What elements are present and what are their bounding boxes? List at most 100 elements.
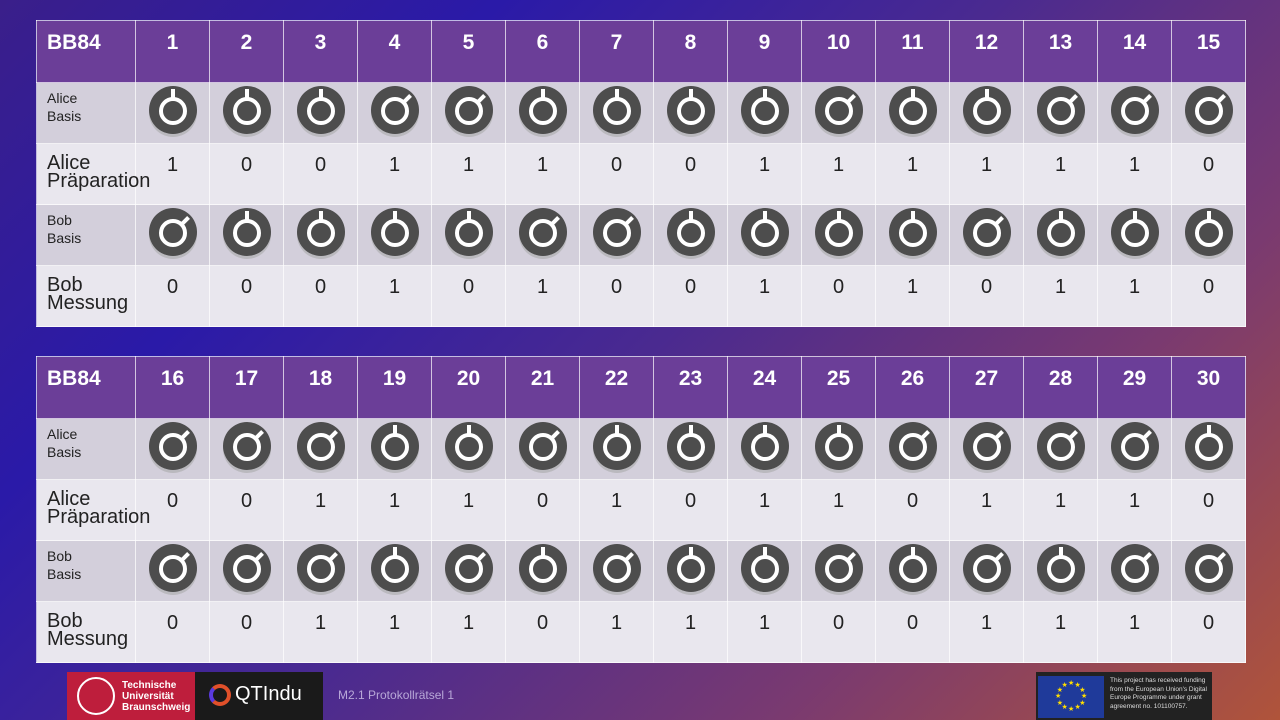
basis-diagonal-icon xyxy=(221,421,273,478)
bit-cell: 0 xyxy=(209,601,284,663)
basis-diagonal-icon xyxy=(517,421,569,478)
bit-cell: 0 xyxy=(949,265,1024,327)
basis-cell xyxy=(357,418,432,480)
column-header: 4 xyxy=(357,20,432,83)
basis-diagonal-icon xyxy=(591,207,643,264)
basis-cell xyxy=(209,418,284,480)
column-header: 26 xyxy=(875,356,950,419)
basis-cell xyxy=(949,204,1024,266)
basis-diagonal-icon xyxy=(961,543,1013,600)
basis-cell xyxy=(727,82,802,144)
basis-vertical-icon xyxy=(887,543,939,600)
eu-star-icon: ★ xyxy=(1081,693,1088,700)
bit-cell: 1 xyxy=(1023,479,1098,541)
basis-diagonal-icon xyxy=(1109,543,1161,600)
basis-cell xyxy=(1171,82,1246,144)
bit-cell: 0 xyxy=(579,143,654,205)
basis-cell xyxy=(727,204,802,266)
basis-cell xyxy=(579,204,654,266)
bb84-table-2: BB84 16 17 18 19 20 21 22 23 24 25 26 27 28 29 30 Alice … xyxy=(36,356,1246,663)
basis-cell xyxy=(135,82,210,144)
bit-cell: 0 xyxy=(653,143,728,205)
column-header: 27 xyxy=(949,356,1024,419)
column-header: 15 xyxy=(1171,20,1246,83)
module-title: M2.1 Protokollrätsel 1 xyxy=(338,688,455,702)
column-header: 22 xyxy=(579,356,654,419)
basis-diagonal-icon xyxy=(591,543,643,600)
column-header: 16 xyxy=(135,356,210,419)
column-header: 21 xyxy=(505,356,580,419)
basis-cell xyxy=(727,418,802,480)
basis-vertical-icon xyxy=(517,543,569,600)
basis-cell xyxy=(431,204,506,266)
basis-diagonal-icon xyxy=(147,543,199,600)
bit-cell: 0 xyxy=(135,265,210,327)
bit-cell: 1 xyxy=(431,143,506,205)
basis-cell xyxy=(283,204,358,266)
eu-star-icon: ★ xyxy=(1079,686,1086,694)
column-header: 29 xyxy=(1097,356,1172,419)
basis-vertical-icon xyxy=(887,85,939,142)
basis-cell xyxy=(579,540,654,602)
eu-star-icon: ★ xyxy=(1074,681,1081,689)
bit-cell: 0 xyxy=(801,601,876,663)
basis-diagonal-icon xyxy=(517,207,569,264)
column-header: 20 xyxy=(431,356,506,419)
bit-cell: 0 xyxy=(209,265,284,327)
bit-cell: 1 xyxy=(1097,143,1172,205)
basis-diagonal-icon xyxy=(147,207,199,264)
basis-cell xyxy=(1023,540,1098,602)
basis-cell xyxy=(505,540,580,602)
basis-vertical-icon xyxy=(591,85,643,142)
header-row: BB84 1 2 3 4 5 6 7 8 9 10 11 12 13 14 15 xyxy=(36,20,1246,83)
basis-cell xyxy=(209,204,284,266)
basis-cell xyxy=(135,204,210,266)
bit-cell: 1 xyxy=(875,143,950,205)
basis-cell xyxy=(801,82,876,144)
column-header: 9 xyxy=(727,20,802,83)
basis-diagonal-icon xyxy=(443,543,495,600)
basis-vertical-icon xyxy=(1035,207,1087,264)
basis-cell xyxy=(1023,204,1098,266)
basis-cell xyxy=(283,540,358,602)
basis-cell xyxy=(431,540,506,602)
basis-vertical-icon xyxy=(813,421,865,478)
bit-cell: 1 xyxy=(1023,265,1098,327)
row-label: Bob Messung xyxy=(36,601,136,663)
basis-diagonal-icon xyxy=(1109,85,1161,142)
bit-cell: 0 xyxy=(505,479,580,541)
column-header: 14 xyxy=(1097,20,1172,83)
basis-cell xyxy=(505,204,580,266)
basis-vertical-icon xyxy=(739,207,791,264)
eu-funding-text: This project has received funding from t… xyxy=(1110,677,1207,710)
table-row: Bob Basis xyxy=(36,204,1246,266)
bit-cell: 1 xyxy=(653,601,728,663)
basis-cell xyxy=(949,540,1024,602)
basis-diagonal-icon xyxy=(813,543,865,600)
basis-cell xyxy=(1023,418,1098,480)
basis-vertical-icon xyxy=(813,207,865,264)
basis-diagonal-icon xyxy=(369,85,421,142)
basis-cell xyxy=(653,418,728,480)
basis-diagonal-icon xyxy=(1035,421,1087,478)
basis-cell xyxy=(357,82,432,144)
basis-cell xyxy=(283,418,358,480)
basis-cell xyxy=(135,540,210,602)
bit-cell: 0 xyxy=(283,143,358,205)
basis-cell xyxy=(949,418,1024,480)
basis-vertical-icon xyxy=(221,207,273,264)
basis-cell xyxy=(283,82,358,144)
bit-cell: 1 xyxy=(727,143,802,205)
bit-cell: 1 xyxy=(1097,601,1172,663)
basis-diagonal-icon xyxy=(1035,85,1087,142)
bit-cell: 1 xyxy=(801,143,876,205)
table-row: Bob Messung 0 0 0 1 0 1 0 0 1 0 1 0 1 1 0 xyxy=(36,265,1246,327)
basis-vertical-icon xyxy=(739,421,791,478)
basis-diagonal-icon xyxy=(295,543,347,600)
eu-star-icon: ★ xyxy=(1079,699,1086,707)
bit-cell: 0 xyxy=(209,143,284,205)
bit-cell: 1 xyxy=(357,143,432,205)
eu-star-icon: ★ xyxy=(1055,693,1062,700)
basis-vertical-icon xyxy=(961,85,1013,142)
eu-star-icon: ★ xyxy=(1061,681,1068,689)
